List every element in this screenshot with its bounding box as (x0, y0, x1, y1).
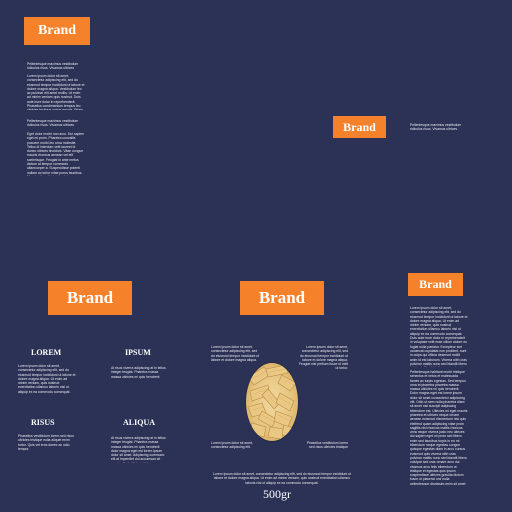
feature-title-ipsum: IPSUM (125, 348, 151, 357)
pasta-image (246, 363, 298, 441)
feature-text-lorem: Lorem ipsum dolor sit amet, consectetur … (18, 364, 76, 394)
feature-text-ipsum: At risus viverra adipiscing at in tellus… (111, 366, 166, 379)
front-note-top-left: Lorem ipsum dolor sit amet, consectetur … (211, 345, 260, 362)
front-note-bottom-right: Phasellus vestibulum lorem sed risus ult… (306, 441, 348, 450)
brand-label-right-panel: Brand (408, 273, 463, 296)
penne-pasta-illustration (247, 364, 297, 440)
top-panel-paragraph-3: Pellentesque maximus vestibulum ridiculu… (27, 119, 79, 128)
feature-title-aliqua: ALIQUA (123, 418, 156, 427)
front-footer-text: Lorem ipsum dolor sit amet, consectetur … (213, 472, 351, 485)
brand-label-top: Brand (24, 17, 90, 45)
right-small-text: Pellentesque maximus vestibulum ridiculu… (410, 123, 462, 132)
brand-label-left-panel: Brand (48, 281, 132, 315)
right-panel-paragraph-2: Pellentesque habitant morbi tristique se… (410, 370, 468, 485)
front-note-bottom-left: Lorem ipsum dolor sit amet, consectetur … (211, 441, 253, 450)
feature-title-lorem: LOREM (31, 348, 62, 357)
brand-label-front-panel: Brand (240, 281, 324, 315)
top-panel-paragraph-4: Eget dolor morbi non arcu. Dui sapien eg… (27, 132, 84, 176)
brand-label-small-right: Brand (333, 116, 386, 138)
top-panel-paragraph-2: Lorem ipsum dolor sit amet, consectetur … (27, 74, 85, 110)
net-weight: 500gr (263, 487, 291, 501)
right-panel-paragraph-1: Lorem ipsum dolor sit amet, consectetur … (410, 306, 468, 367)
feature-text-risus: Phasellus vestibulum lorem sed risus ult… (18, 434, 74, 451)
feature-text-aliqua: At risus viverra adipiscing at in tellus… (111, 436, 166, 463)
front-note-top-right: Lorem ipsum dolor sit amet, consectetur … (298, 345, 348, 371)
feature-title-risus: RISUS (31, 418, 55, 427)
top-panel-paragraph-1: Pellentesque maximus vestibulum ridiculu… (27, 62, 79, 71)
